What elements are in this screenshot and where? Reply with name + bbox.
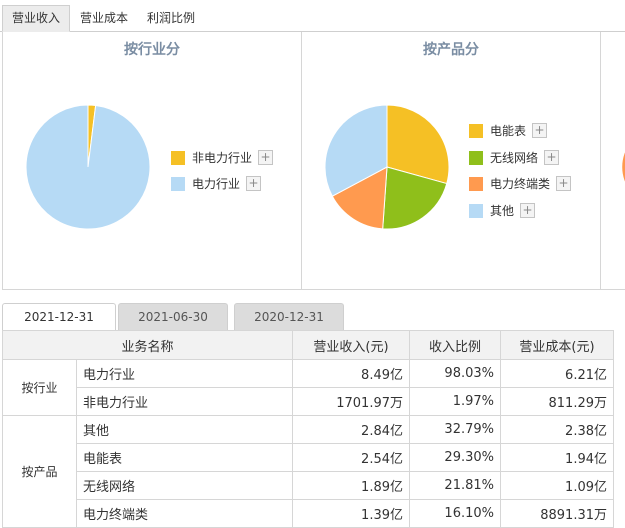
legend-swatch — [469, 203, 483, 218]
table-row: 非电力行业 1701.97万 1.97% 811.29万 — [3, 387, 614, 416]
cost-cell: 1.09亿 — [500, 471, 614, 500]
table-row: 按产品 其他 2.84亿 32.79% 2.38亿 — [2, 415, 614, 528]
expand-plus-icon[interactable]: + — [246, 176, 261, 191]
legend-label: 电力终端类 — [490, 177, 551, 191]
expand-plus-icon[interactable]: + — [556, 176, 571, 191]
table-row: 电能表 2.54亿 29.30% 1.94亿 — [3, 443, 614, 472]
cost-cell: 6.21亿 — [500, 359, 614, 388]
business-name: 电能表 — [76, 443, 293, 472]
product-legend: 电能表 + 无线网络 + 电力终端类 + 其他 + — [469, 123, 597, 233]
revenue-cell: 1701.97万 — [292, 387, 410, 416]
expand-plus-icon[interactable]: + — [520, 202, 535, 218]
pie-slice[interactable] — [25, 104, 151, 230]
revenue-cell: 2.84亿 — [292, 415, 410, 444]
legend-swatch — [469, 177, 483, 191]
cost-cell: 1.94亿 — [500, 443, 614, 472]
legend-label: 电力行业 — [192, 177, 241, 191]
business-name: 其他 — [76, 415, 293, 444]
date-tab-bar: 2021-12-31 2021-06-30 2020-12-31 — [2, 303, 625, 332]
ratio-cell: 29.30% — [409, 443, 501, 472]
expand-plus-icon[interactable]: + — [532, 123, 547, 138]
business-name: 非电力行业 — [76, 387, 293, 416]
tab-cost[interactable]: 营业成本 — [79, 11, 128, 25]
ratio-cell: 21.81% — [409, 471, 501, 500]
ratio-cell: 16.10% — [409, 499, 501, 528]
group-label: 按行业 — [2, 359, 77, 416]
product-chart-panel: 按产品分 电能表 + 无线网络 + 电力终端类 + 其他 + — [302, 32, 601, 289]
legend-swatch — [469, 150, 483, 165]
industry-legend: 非电力行业 + 电力行业 + — [171, 150, 296, 210]
legend-label: 无线网络 — [490, 150, 539, 165]
cost-cell: 811.29万 — [500, 387, 614, 416]
header-revenue: 营业收入(元) — [292, 330, 410, 360]
legend-swatch — [171, 177, 185, 191]
date-tab-2020-12-31[interactable]: 2020-12-31 — [234, 303, 344, 330]
product-pie — [324, 104, 450, 230]
business-name: 无线网络 — [76, 471, 293, 500]
cost-cell: 2.38亿 — [500, 415, 614, 444]
header-ratio: 收入比例 — [409, 330, 501, 360]
pie-slice[interactable] — [382, 166, 448, 230]
ratio-cell: 1.97% — [409, 387, 501, 416]
industry-pie — [25, 104, 151, 230]
legend-label: 非电力行业 — [192, 151, 253, 165]
top-tab-bar: 营业收入 营业成本 利润比例 — [0, 0, 625, 32]
legend-swatch — [469, 124, 483, 138]
date-tab-2021-06-30[interactable]: 2021-06-30 — [118, 303, 228, 330]
pie-slice[interactable] — [324, 104, 388, 197]
chart-title: 按行业分 — [124, 42, 180, 58]
header-business-name: 业务名称 — [2, 330, 293, 360]
chart-title: 按产品分 — [423, 42, 479, 58]
cost-cell: 8891.31万 — [500, 499, 614, 528]
group-label: 按产品 — [2, 415, 77, 528]
partial-pie-slice — [622, 152, 625, 182]
revenue-cell: 1.89亿 — [292, 471, 410, 500]
header-cost: 营业成本(元) — [500, 330, 614, 360]
partial-pie — [622, 152, 625, 182]
legend-swatch — [171, 151, 185, 165]
table-header-row: 业务名称 营业收入(元) 收入比例 营业成本(元) — [2, 330, 614, 360]
revenue-cell: 8.49亿 — [292, 359, 410, 388]
ratio-cell: 98.03% — [409, 359, 501, 388]
table-row: 无线网络 1.89亿 21.81% 1.09亿 — [3, 471, 614, 500]
revenue-cell: 2.54亿 — [292, 443, 410, 472]
chart-panels: 按行业分 非电力行业 + 电力行业 + 按产品分 电能表 + 无线网络 + 电力终端类 + 其他 + — [2, 32, 625, 290]
ratio-cell: 32.79% — [409, 415, 501, 444]
tab-profit-ratio[interactable]: 利润比例 — [146, 11, 195, 25]
business-table: 业务名称 营业收入(元) 收入比例 营业成本(元) 按行业 电力行业 8.49亿… — [2, 330, 614, 528]
industry-chart-panel: 按行业分 非电力行业 + 电力行业 + — [3, 32, 302, 289]
date-tab-2021-12-31[interactable]: 2021-12-31 — [2, 303, 116, 332]
table-row: 电力终端类 1.39亿 16.10% 8891.31万 — [3, 499, 614, 528]
business-name: 电力行业 — [76, 359, 293, 388]
expand-plus-icon[interactable]: + — [258, 150, 273, 165]
legend-label: 其他 — [490, 203, 515, 218]
business-name: 电力终端类 — [76, 499, 293, 528]
profit-chart-panel — [601, 32, 625, 289]
revenue-cell: 1.39亿 — [292, 499, 410, 528]
tab-revenue[interactable]: 营业收入 — [2, 5, 70, 32]
expand-plus-icon[interactable]: + — [544, 149, 559, 165]
table-row: 按行业 电力行业 8.49亿 98.03% 6.21亿 — [2, 359, 614, 416]
legend-label: 电能表 — [490, 124, 527, 138]
pie-slice[interactable] — [386, 104, 450, 185]
pie-slice[interactable] — [331, 166, 388, 230]
